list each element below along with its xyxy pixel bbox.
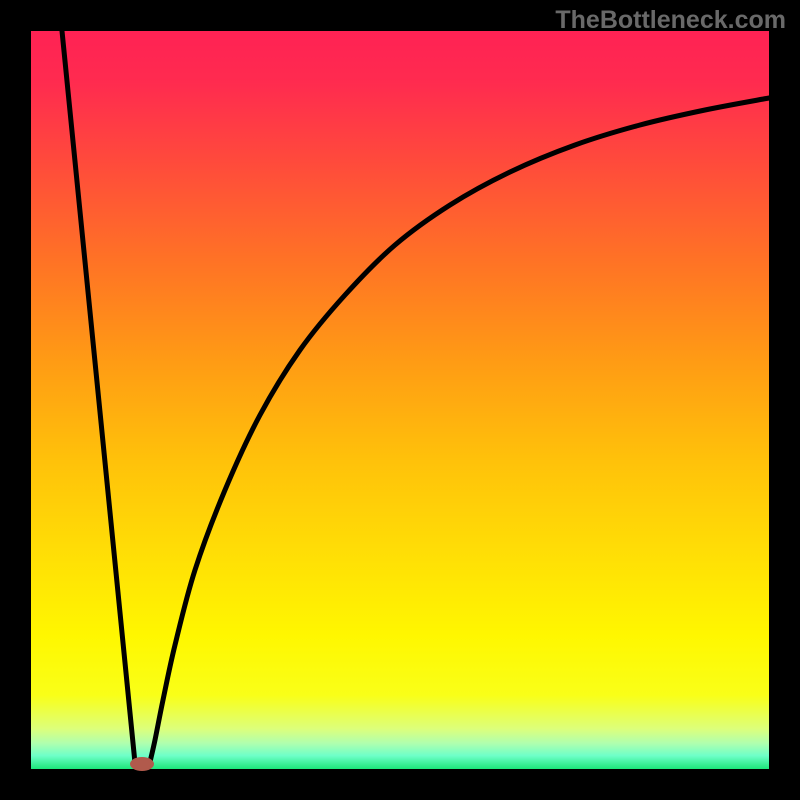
chart-container: { "watermark": "TheBottleneck.com", "cha… — [0, 0, 800, 800]
watermark-text: TheBottleneck.com — [555, 6, 786, 35]
chart-svg — [0, 0, 800, 800]
gradient-background — [31, 31, 769, 769]
minimum-marker — [130, 757, 154, 771]
